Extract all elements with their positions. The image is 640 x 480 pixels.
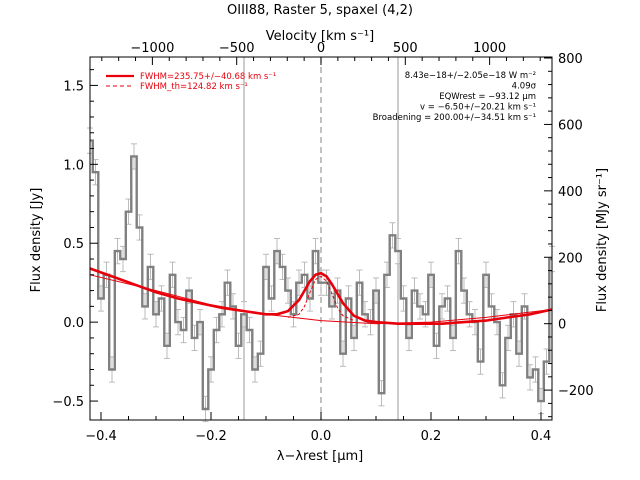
right-tick-label: 0	[558, 318, 566, 333]
top-tick-label: 500	[393, 41, 418, 56]
continuum-series-line	[89, 274, 553, 325]
right-tick-label: 400	[558, 185, 583, 200]
x-tick-label: 0.2	[421, 429, 442, 444]
legend-label: FWHM_th=124.82 km s⁻¹	[140, 82, 248, 92]
x-tick-label: 0.0	[311, 429, 332, 444]
right-tick-label: 800	[558, 52, 583, 67]
right-tick-label: −200	[558, 384, 594, 399]
thermal-series-line	[287, 275, 355, 322]
top-tick-label: 1000	[473, 41, 506, 56]
plot-area: −0.4 −0.2 0.0 0.2 0.4 −0.5 0.0 0.5 1.0 1.5 −1000 −5…	[52, 41, 593, 444]
legend: FWHM=235.75+/−40.68 km s⁻¹FWHM_th=124.82…	[106, 72, 276, 92]
annotation-text: 8.43e−18+/−2.05e−18 W m⁻²	[405, 71, 536, 81]
legend-label: FWHM=235.75+/−40.68 km s⁻¹	[140, 72, 276, 82]
right-tick-label: 200	[558, 251, 583, 266]
annotation-text: 4.09σ	[512, 82, 537, 92]
top-tick-label: −500	[219, 41, 255, 56]
y-axis-title: Flux density [Jy]	[29, 188, 44, 293]
annotation-text: Broadening = 200.00+/−34.51 km s⁻¹	[373, 113, 536, 123]
x-tick-label: 0.4	[531, 429, 552, 444]
x-tick-label: −0.4	[85, 429, 117, 444]
y-tick-label: 1.0	[63, 158, 84, 173]
y-tick-label: 0.0	[63, 316, 84, 331]
y-tick-label: 1.5	[63, 79, 84, 94]
y-tick-label: 0.5	[63, 237, 84, 252]
top-tick-label: −1000	[130, 41, 174, 56]
x-tick-label: −0.2	[195, 429, 227, 444]
annotation-text: EQWrest = −93.12 μm	[439, 92, 536, 102]
fit-series-line	[89, 267, 553, 325]
top-tick-label: 0	[317, 41, 325, 56]
chart-title: OIII88, Raster 5, spaxel (4,2)	[227, 3, 413, 18]
y-tick-label: −0.5	[52, 395, 84, 410]
right-axis-title: Flux density [MJy sr⁻¹]	[595, 168, 610, 312]
x-axis-title: λ−λrest [μm]	[277, 449, 363, 464]
annotation-text: v = −6.50+/−20.21 km s⁻¹	[420, 103, 536, 113]
right-tick-label: 600	[558, 118, 583, 133]
top-axis-title: Velocity [km s⁻¹]	[266, 29, 374, 44]
